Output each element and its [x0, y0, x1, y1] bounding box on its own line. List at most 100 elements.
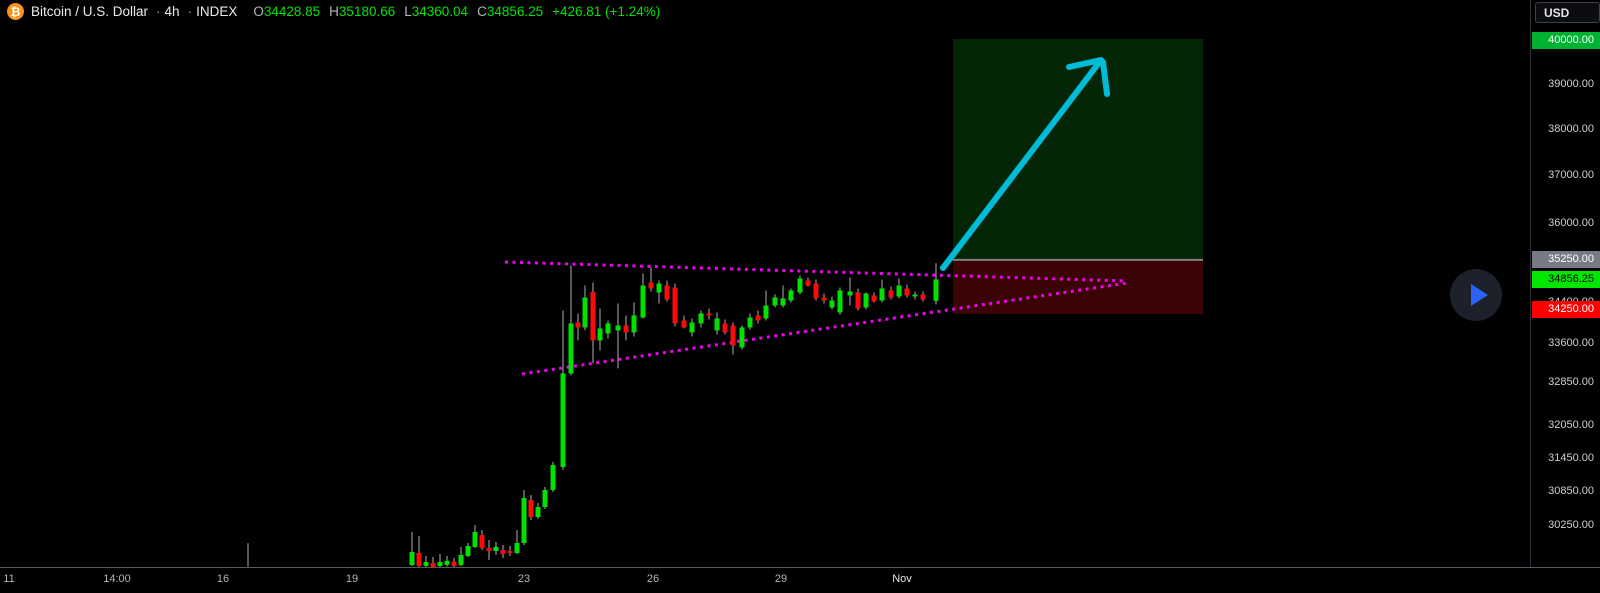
candle-body-up	[409, 552, 415, 566]
candle-body-up	[863, 293, 869, 308]
candle-body-up	[772, 297, 778, 306]
candle-body-up	[780, 298, 786, 306]
entry-price-label: 35250.00	[1532, 251, 1600, 269]
candle-body-down	[805, 280, 811, 286]
price-axis-tick: 30250.00	[1548, 519, 1594, 532]
price-axis-tick: 36000.00	[1548, 216, 1594, 229]
exchange-label: INDEX	[196, 4, 238, 19]
candle-body-up	[933, 279, 939, 301]
price-axis-tick: 31450.00	[1548, 451, 1594, 464]
candle-body-down	[821, 297, 827, 301]
candle-body-down	[500, 549, 506, 554]
time-axis[interactable]: 11 14:00 16 19 23 26 29 Nov	[0, 567, 1600, 593]
time-axis-label: 23	[517, 573, 531, 585]
candle-body-down	[575, 322, 581, 328]
candle-body-up	[535, 507, 541, 517]
candle-body-down	[507, 551, 513, 554]
candle-body-up	[472, 531, 478, 547]
price-axis-tick: 32050.00	[1548, 418, 1594, 431]
high-label: H	[329, 4, 339, 19]
low-value: 34360.04	[411, 4, 469, 19]
candle-body-down	[486, 547, 492, 552]
candle-body-up	[550, 464, 556, 490]
candle-body-down	[755, 315, 761, 321]
target-price-label: 40000.00	[1532, 31, 1600, 49]
candle-body-down	[672, 287, 678, 324]
candle-body-up	[640, 285, 646, 318]
long-position-profit-zone[interactable]	[953, 39, 1203, 260]
price-axis-tick: 39000.00	[1548, 77, 1594, 90]
candle-body-up	[437, 562, 443, 566]
candle-body-up	[656, 283, 662, 293]
play-icon	[1470, 284, 1488, 306]
candle-body-up	[521, 497, 527, 543]
candle-body-up	[879, 288, 885, 301]
candle-body-up	[514, 542, 520, 554]
currency-toggle-button[interactable]: USD	[1535, 2, 1600, 23]
candle-body-down	[590, 291, 596, 341]
current-price-label: 34856.25	[1532, 270, 1600, 288]
candle-body-down	[430, 563, 436, 567]
symbol-header: ₿ Bitcoin / U.S. Dollar · 4h · INDEX O34…	[7, 3, 660, 20]
close-label: C	[477, 4, 487, 19]
up-arrow-drawing[interactable]	[940, 57, 1110, 271]
candle-body-up	[739, 327, 745, 348]
candle-body-down	[904, 288, 910, 296]
symbol-title[interactable]: Bitcoin / U.S. Dollar	[31, 4, 149, 19]
currency-toggle-label: USD	[1544, 5, 1570, 20]
candle-body-down	[871, 295, 877, 302]
low-label: L	[404, 4, 412, 19]
price-axis-tick: 30850.00	[1548, 485, 1594, 498]
time-axis-label: 14:00	[103, 573, 131, 585]
open-label: O	[253, 4, 264, 19]
time-axis-label: 26	[646, 573, 660, 585]
candle-body-down	[664, 285, 670, 300]
candle-body-up	[788, 290, 794, 301]
candle-body-down	[813, 283, 819, 299]
long-position-stop-zone[interactable]	[953, 259, 1203, 314]
pennant-upper-trendline[interactable]	[504, 260, 1128, 283]
candle-body-up	[829, 300, 835, 308]
candle-body-up	[689, 322, 695, 333]
interval-label[interactable]: 4h	[164, 4, 180, 19]
candle-body-up	[896, 285, 902, 297]
price-axis-tick: 33600.00	[1548, 336, 1594, 349]
candle-body-up	[837, 290, 843, 313]
stop-price-label: 34250.00	[1532, 301, 1600, 319]
candle-body-down	[722, 323, 728, 333]
candle-body-up	[797, 278, 803, 293]
replay-play-button[interactable]	[1450, 269, 1502, 321]
candle-body-down	[920, 294, 926, 300]
candlestick-series	[409, 263, 939, 568]
candle-body-down	[451, 561, 457, 566]
time-axis-label: Nov	[892, 573, 912, 585]
price-axis[interactable]: 39000.00 38000.00 37000.00 36000.00 33600.00…	[1530, 0, 1600, 567]
candle-body-down	[681, 320, 687, 328]
time-axis-label: 29	[774, 573, 788, 585]
high-value: 35180.66	[338, 4, 396, 19]
candle-body-up	[615, 325, 621, 331]
price-axis-tick: 38000.00	[1548, 122, 1594, 135]
candle-body-up	[698, 313, 704, 324]
title-separator: ·	[187, 4, 193, 19]
price-axis-tick: 37000.00	[1548, 169, 1594, 182]
open-value: 34428.85	[263, 4, 321, 19]
time-axis-label: 19	[345, 573, 359, 585]
candle-body-up	[631, 315, 637, 333]
close-value: 34856.25	[486, 4, 544, 19]
candle-body-up	[714, 318, 720, 331]
candle-body-down	[855, 292, 861, 309]
candle-body-down	[528, 499, 534, 517]
candle-body-up	[465, 546, 471, 556]
candle-body-up	[597, 328, 603, 341]
candle-body-down	[623, 325, 629, 333]
bitcoin-icon: ₿	[7, 3, 24, 20]
candle-body-down	[730, 325, 736, 346]
time-axis-label: 16	[216, 573, 230, 585]
candle-body-up	[423, 562, 429, 566]
candle-body-up	[912, 294, 918, 297]
title-separator: ·	[156, 4, 161, 19]
candle-body-down	[479, 534, 485, 548]
